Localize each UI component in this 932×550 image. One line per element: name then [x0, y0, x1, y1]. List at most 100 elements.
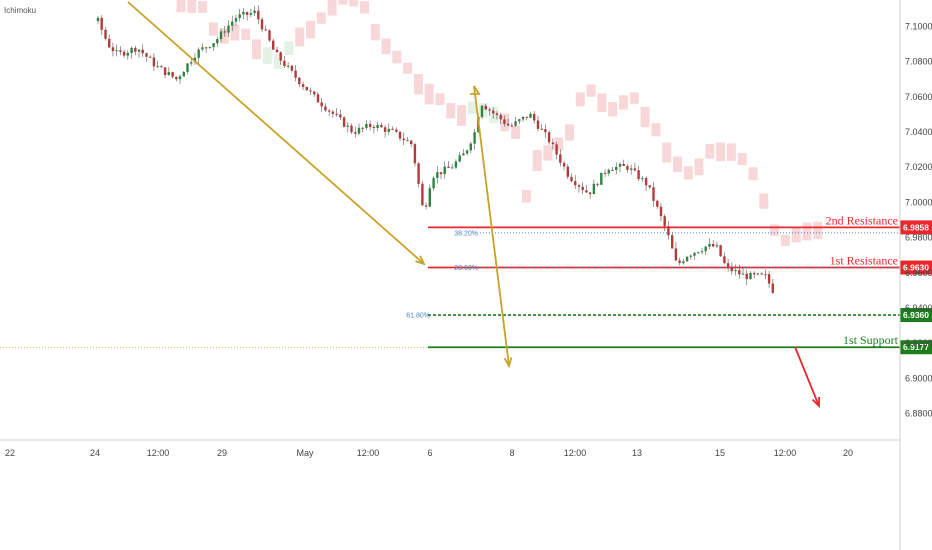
- candle-body: [581, 186, 584, 191]
- cloud-segment: [349, 0, 359, 7]
- projection-arrows: [127, 1, 821, 409]
- cloud-segment: [392, 51, 402, 64]
- candle-body: [756, 273, 760, 275]
- candlesticks: [96, 5, 774, 294]
- candle-body: [342, 117, 346, 127]
- candle-body: [253, 10, 256, 14]
- candle-body: [659, 206, 663, 217]
- candle-body: [380, 125, 383, 128]
- x-tick-label: 20: [843, 448, 853, 458]
- cloud-segment: [737, 153, 747, 166]
- cloud-segment: [780, 234, 790, 246]
- candle-body: [492, 110, 495, 114]
- candle-body: [313, 91, 316, 95]
- target-arrow-head: [811, 396, 821, 409]
- candle-body: [156, 66, 159, 68]
- candle-body: [417, 163, 420, 184]
- candle-body: [178, 76, 182, 80]
- cloud-segment: [726, 143, 736, 161]
- candle-body: [547, 132, 551, 143]
- candle-body: [354, 132, 357, 134]
- candle-body: [294, 70, 297, 78]
- candle-body: [204, 47, 208, 49]
- indicator-label: Ichimoku: [4, 6, 37, 15]
- candle-body: [574, 181, 577, 186]
- candle-body: [160, 66, 163, 68]
- cloud-segment: [597, 93, 607, 113]
- candle-body: [309, 90, 312, 92]
- candle-body: [641, 178, 644, 180]
- candle-body: [685, 256, 689, 262]
- cloud-segment: [306, 20, 315, 39]
- candle-body: [551, 142, 555, 145]
- price-badge-text: 6.9630: [903, 263, 929, 273]
- candle-body: [544, 129, 547, 133]
- candle-body: [122, 51, 126, 56]
- candle-body: [495, 113, 499, 115]
- cloud-segment: [187, 0, 197, 13]
- candle-body: [488, 109, 491, 111]
- candle-body: [715, 245, 719, 247]
- candle-body: [137, 49, 141, 52]
- candle-body: [219, 31, 223, 39]
- candle-body: [260, 19, 264, 30]
- candle-body: [369, 124, 372, 128]
- cloud-segment: [629, 92, 639, 104]
- candle-body: [163, 67, 167, 75]
- y-tick-label: 6.9600: [905, 268, 932, 278]
- cloud-segment: [608, 102, 618, 117]
- candle-body: [398, 131, 402, 139]
- x-tick-label: 8: [509, 448, 514, 458]
- candle-body: [447, 166, 450, 168]
- candle-body: [678, 260, 681, 263]
- candle-body: [193, 57, 197, 63]
- cloud-segment: [673, 156, 682, 173]
- candle-body: [577, 185, 581, 187]
- candle-body: [674, 248, 678, 261]
- cloud-segment: [586, 84, 596, 97]
- candle-body: [753, 272, 756, 275]
- candle-body: [771, 283, 774, 293]
- candle-body: [231, 21, 234, 26]
- candle-body: [115, 50, 118, 52]
- fib-label: 23.60%: [454, 265, 478, 272]
- candle-body: [633, 168, 637, 171]
- candle-body: [424, 205, 428, 207]
- candle-body: [126, 52, 129, 56]
- y-tick-label: 6.9200: [905, 338, 932, 348]
- candle-body: [451, 167, 454, 169]
- candle-body: [436, 172, 439, 178]
- cloud-segment: [575, 92, 585, 107]
- x-tick-label: 22: [5, 448, 15, 458]
- candle-body: [152, 57, 156, 67]
- candle-body: [186, 63, 189, 72]
- candle-body: [402, 138, 405, 141]
- candle-body: [726, 263, 730, 267]
- cloud-segment: [619, 95, 628, 110]
- candle-body: [596, 183, 599, 185]
- cloud-segment: [230, 24, 240, 41]
- cloud-segment: [640, 106, 650, 128]
- candle-body: [350, 125, 353, 133]
- candle-body: [525, 116, 528, 118]
- candle-body: [521, 116, 525, 120]
- y-tick-label: 7.0400: [905, 127, 932, 137]
- cloud-segment: [565, 124, 574, 141]
- cloud-segment: [327, 0, 337, 16]
- candle-body: [141, 49, 144, 54]
- candle-body: [697, 252, 700, 254]
- candle-body: [212, 43, 215, 48]
- price-levels: 2nd Resistance 6.9858 1st Resistance 6.9630…: [0, 213, 932, 355]
- cloud-segment: [683, 166, 693, 180]
- candle-body: [339, 114, 342, 118]
- candle-body: [331, 111, 335, 114]
- candle-body: [395, 129, 398, 132]
- candle-body: [518, 119, 521, 122]
- candle-body: [134, 47, 137, 52]
- candle-body: [227, 25, 230, 33]
- cloud-segment: [467, 101, 477, 114]
- candle-body: [272, 40, 275, 50]
- candle-body: [603, 172, 607, 174]
- y-tick-label: 6.8800: [905, 409, 932, 419]
